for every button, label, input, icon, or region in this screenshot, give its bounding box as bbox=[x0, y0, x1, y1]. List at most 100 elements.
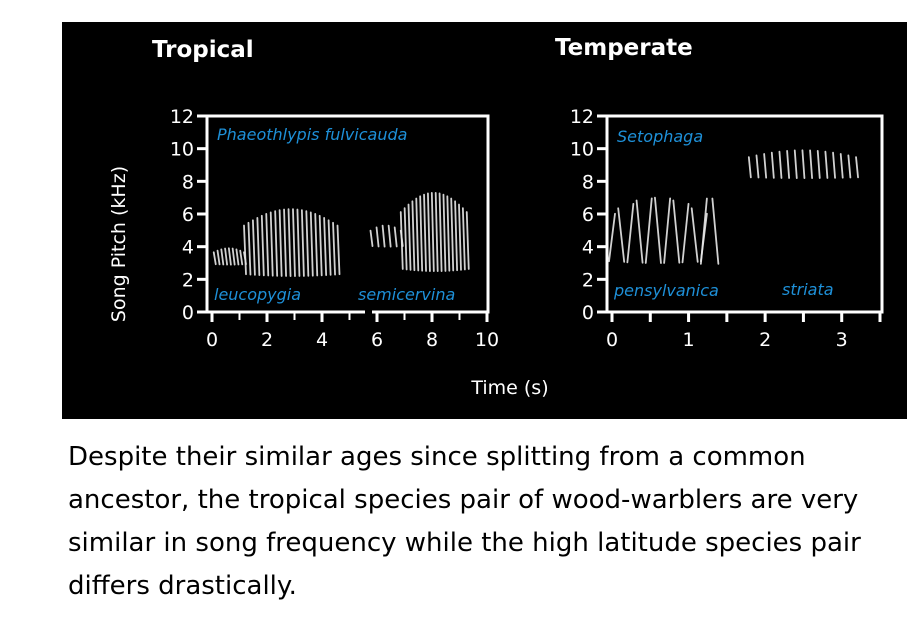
note-mark bbox=[243, 224, 247, 276]
series-striata bbox=[747, 149, 859, 179]
note-mark bbox=[654, 196, 662, 264]
note-mark bbox=[711, 197, 720, 265]
axis-break bbox=[365, 309, 372, 315]
series-leucopygia bbox=[212, 208, 341, 277]
note-mark bbox=[801, 149, 806, 179]
x-tick-label: 6 bbox=[371, 329, 383, 351]
note-mark bbox=[644, 197, 653, 264]
note-mark bbox=[393, 226, 398, 248]
panel-title-temperate: Temperate bbox=[555, 35, 693, 61]
y-axis-label: Song Pitch (kHz) bbox=[108, 166, 130, 322]
note-mark bbox=[824, 150, 829, 179]
note-mark bbox=[699, 197, 708, 265]
label-striata: striata bbox=[782, 280, 834, 299]
label-phaeothlypis-fulvicauda: Phaeothlypis fulvicauda bbox=[217, 125, 407, 144]
note-mark bbox=[763, 153, 768, 179]
label-pensylvanica: pensylvanica bbox=[613, 281, 719, 300]
note-mark bbox=[442, 193, 447, 272]
note-mark bbox=[269, 211, 274, 277]
x-tick-label: 1 bbox=[683, 329, 695, 351]
label-semicervina: semicervina bbox=[358, 285, 455, 304]
panel-title-tropical: Tropical bbox=[152, 37, 254, 63]
tropical-panel: Tropical Song Pitch (kHz) Time (s) 0 2 4 6 8… bbox=[108, 37, 549, 399]
plot-frame bbox=[205, 114, 490, 314]
note-mark bbox=[278, 209, 283, 277]
note-mark bbox=[274, 210, 279, 277]
x-tick-label: 8 bbox=[426, 329, 438, 351]
note-mark bbox=[415, 197, 420, 272]
note-mark bbox=[216, 249, 221, 266]
series-semicervina bbox=[369, 191, 470, 273]
x-tick-label: 0 bbox=[606, 329, 618, 351]
note-mark bbox=[235, 248, 240, 266]
note-mark bbox=[381, 224, 386, 248]
note-mark bbox=[427, 192, 431, 272]
y-tick-label: 10 bbox=[570, 139, 594, 161]
y-tick-label: 6 bbox=[582, 204, 594, 226]
series-pensylvanica bbox=[608, 196, 720, 265]
note-mark bbox=[375, 226, 380, 248]
note-mark bbox=[296, 208, 301, 277]
note-mark bbox=[423, 193, 427, 272]
y-tick-label: 2 bbox=[582, 269, 594, 291]
note-mark bbox=[292, 208, 296, 277]
note-mark bbox=[247, 221, 252, 276]
note-mark bbox=[626, 202, 635, 264]
note-mark bbox=[323, 217, 328, 276]
y-tick-label: 10 bbox=[170, 139, 194, 161]
note-mark bbox=[399, 211, 404, 270]
y-tick-label: 4 bbox=[582, 237, 594, 259]
note-mark bbox=[300, 209, 305, 277]
note-mark bbox=[690, 207, 699, 263]
note-mark bbox=[283, 208, 287, 277]
note-mark bbox=[430, 191, 435, 273]
note-mark bbox=[256, 217, 261, 276]
y-tick-label: 12 bbox=[170, 106, 194, 128]
note-mark bbox=[778, 150, 783, 179]
x-tick-label: 4 bbox=[316, 329, 328, 351]
note-mark bbox=[419, 195, 424, 272]
note-mark bbox=[663, 197, 672, 264]
note-mark bbox=[239, 249, 244, 266]
y-tick-label: 0 bbox=[182, 302, 194, 324]
tropical-plot-area: 0 2 4 6 8 10 12 0 2 4 6 8 10 bbox=[170, 106, 499, 351]
note-mark bbox=[847, 154, 852, 179]
note-mark bbox=[309, 211, 314, 277]
note-mark bbox=[755, 154, 760, 179]
note-mark bbox=[318, 214, 323, 277]
note-mark bbox=[461, 207, 466, 271]
x-axis-label: Time (s) bbox=[470, 377, 548, 399]
note-mark bbox=[411, 200, 416, 272]
note-mark bbox=[770, 151, 775, 179]
note-mark bbox=[454, 200, 459, 272]
note-mark bbox=[809, 149, 813, 179]
note-mark bbox=[220, 248, 225, 266]
x-tick-label: 2 bbox=[261, 329, 273, 351]
note-mark bbox=[407, 203, 412, 271]
note-mark bbox=[252, 219, 256, 276]
y-tick-label: 8 bbox=[182, 171, 194, 193]
note-mark bbox=[747, 156, 752, 179]
note-mark bbox=[465, 211, 470, 270]
note-mark bbox=[855, 156, 859, 179]
note-mark bbox=[212, 251, 217, 266]
note-mark bbox=[786, 150, 791, 179]
y-tick-label: 12 bbox=[570, 106, 594, 128]
note-mark bbox=[231, 247, 236, 266]
label-leucopygia: leucopygia bbox=[214, 285, 301, 304]
note-mark bbox=[305, 210, 310, 277]
label-setophaga: Setophaga bbox=[617, 127, 703, 146]
note-mark bbox=[832, 151, 836, 179]
note-mark bbox=[446, 195, 451, 272]
figure-svg: Tropical Song Pitch (kHz) Time (s) 0 2 4 6 8… bbox=[108, 35, 884, 399]
y-tick-label: 8 bbox=[582, 171, 594, 193]
note-mark bbox=[672, 199, 681, 264]
note-mark bbox=[793, 149, 798, 179]
note-mark bbox=[450, 197, 455, 272]
note-mark bbox=[816, 150, 821, 179]
note-mark bbox=[635, 199, 644, 264]
note-mark bbox=[608, 212, 616, 263]
note-mark bbox=[227, 247, 232, 266]
